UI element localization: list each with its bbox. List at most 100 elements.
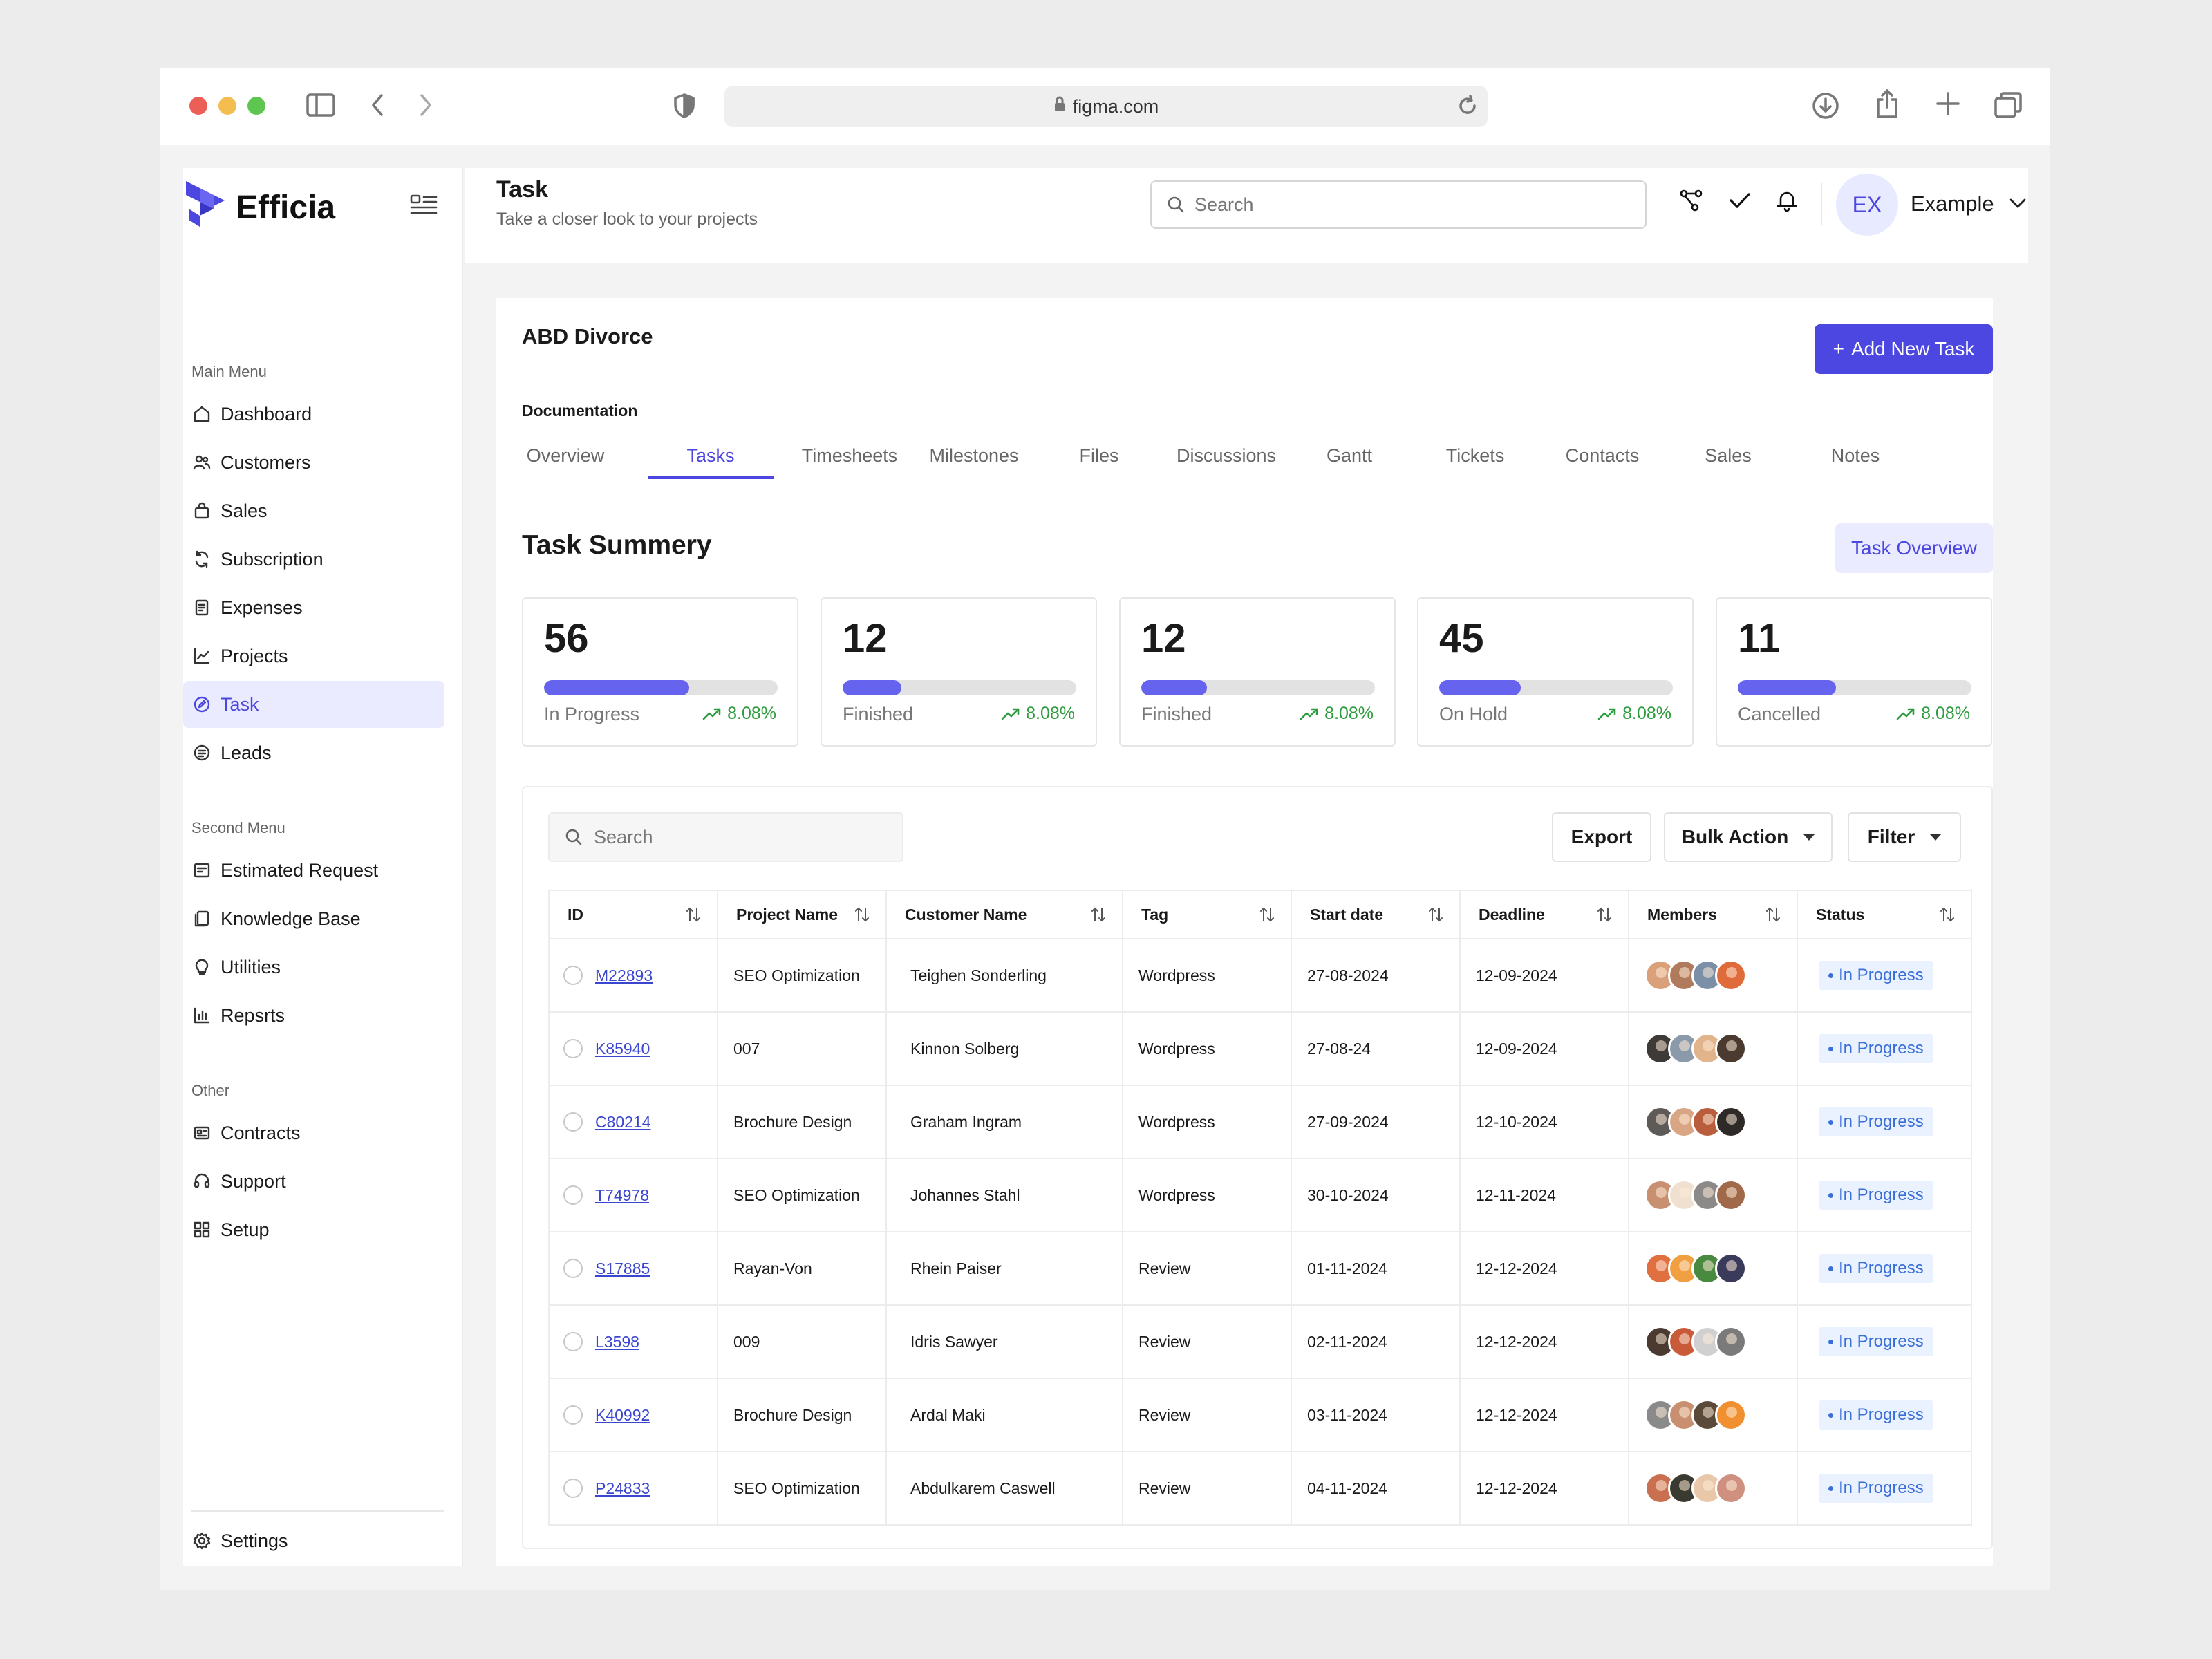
sidebar-item-projects[interactable]: Projects xyxy=(183,632,444,679)
share-icon[interactable] xyxy=(1875,88,1900,119)
column-header-deadline[interactable]: Deadline xyxy=(1459,890,1629,939)
new-tab-icon[interactable] xyxy=(1936,91,1960,116)
row-checkbox[interactable] xyxy=(563,1479,583,1498)
task-id-link[interactable]: S17885 xyxy=(595,1259,650,1277)
member-avatar[interactable] xyxy=(1715,959,1747,991)
member-avatar[interactable] xyxy=(1715,1033,1747,1065)
table-row[interactable]: C80214 Brochure Design Graham Ingram Wordpr… xyxy=(548,1085,1972,1159)
row-checkbox[interactable] xyxy=(563,1259,583,1278)
tabs-overview-icon[interactable] xyxy=(1994,91,2023,119)
column-header-members[interactable]: Members xyxy=(1628,890,1798,939)
member-avatar[interactable] xyxy=(1715,1179,1747,1211)
table-row[interactable]: S17885 Rayan-Von Rhein Paiser Review 01-11-2… xyxy=(548,1231,1972,1306)
table-row[interactable]: T74978 SEO Optimization Johannes Stahl Word… xyxy=(548,1158,1972,1232)
sort-icon[interactable] xyxy=(1259,906,1275,927)
check-icon[interactable] xyxy=(1728,189,1752,216)
row-checkbox[interactable] xyxy=(563,1185,583,1205)
table-row[interactable]: K85940 007 Kinnon Solberg Wordpress 27-08-24… xyxy=(548,1011,1972,1086)
download-icon[interactable] xyxy=(1811,91,1840,120)
column-header-customer-name[interactable]: Customer Name xyxy=(885,890,1123,939)
avatar[interactable]: EX xyxy=(1836,174,1898,236)
row-checkbox[interactable] xyxy=(563,1112,583,1132)
close-window-button[interactable] xyxy=(189,97,207,115)
task-overview-button[interactable]: Task Overview xyxy=(1835,523,1993,573)
sort-icon[interactable] xyxy=(1596,906,1613,927)
sidebar-item-subscription[interactable]: Subscription xyxy=(183,536,444,583)
tab-timesheets[interactable]: Timesheets xyxy=(801,445,898,466)
table-row[interactable]: K40992 Brochure Design Ardal Maki Review 03-… xyxy=(548,1378,1972,1452)
brand[interactable]: Efficia xyxy=(183,180,335,234)
member-avatar[interactable] xyxy=(1668,1033,1700,1065)
tab-contacts[interactable]: Contacts xyxy=(1565,445,1640,466)
row-checkbox[interactable] xyxy=(563,1405,583,1425)
user-name[interactable]: Example xyxy=(1911,191,1994,216)
task-id-link[interactable]: P24833 xyxy=(595,1479,650,1497)
sort-icon[interactable] xyxy=(854,906,870,927)
tab-tasks[interactable]: Tasks xyxy=(648,442,774,479)
sidebar-item-leads[interactable]: Leads xyxy=(183,729,444,776)
task-id-link[interactable]: C80214 xyxy=(595,1112,651,1131)
member-avatar[interactable] xyxy=(1715,1326,1747,1358)
task-id-link[interactable]: T74978 xyxy=(595,1185,650,1204)
column-header-tag[interactable]: Tag xyxy=(1122,890,1292,939)
task-id-link[interactable]: K85940 xyxy=(595,1039,650,1058)
member-avatar[interactable] xyxy=(1715,1399,1747,1431)
sidebar-item-sales[interactable]: Sales xyxy=(183,487,444,534)
tab-gantt[interactable]: Gantt xyxy=(1326,445,1373,466)
table-row[interactable]: M22893 SEO Optimization Teighen Sonderling… xyxy=(548,938,1972,1013)
sort-icon[interactable] xyxy=(1765,906,1781,927)
task-id-link[interactable]: L3598 xyxy=(595,1332,639,1351)
sidebar-item-support[interactable]: Support xyxy=(183,1158,444,1205)
table-search-input[interactable]: Search xyxy=(548,812,903,862)
forward-icon[interactable] xyxy=(418,93,434,118)
tab-milestones[interactable]: Milestones xyxy=(929,445,1019,466)
column-header-id[interactable]: ID xyxy=(548,890,718,939)
filter-dropdown[interactable]: Filter xyxy=(1848,812,1961,862)
row-checkbox[interactable] xyxy=(563,1039,583,1058)
table-row[interactable]: P24833 SEO Optimization Abdulkarem Caswell… xyxy=(548,1451,1972,1526)
tab-discussions[interactable]: Discussions xyxy=(1176,445,1277,466)
sidebar-item-dashboard[interactable]: Dashboard xyxy=(183,391,444,438)
back-icon[interactable] xyxy=(369,93,386,118)
reload-icon[interactable] xyxy=(1457,95,1478,116)
sidebar-item-customers[interactable]: Customers xyxy=(183,439,444,486)
minimize-window-button[interactable] xyxy=(218,97,236,115)
tab-tickets[interactable]: Tickets xyxy=(1445,445,1505,466)
chevron-down-icon[interactable] xyxy=(2009,197,2027,213)
sort-icon[interactable] xyxy=(1427,906,1444,927)
export-button[interactable]: Export xyxy=(1552,812,1651,862)
column-header-project-name[interactable]: Project Name xyxy=(717,890,887,939)
tab-sales[interactable]: Sales xyxy=(1705,445,1752,466)
sidebar-item-knowledge-base[interactable]: Knowledge Base xyxy=(183,895,444,942)
row-checkbox[interactable] xyxy=(563,966,583,985)
sidebar-item-expenses[interactable]: Expenses xyxy=(183,584,444,631)
bulk-action-dropdown[interactable]: Bulk Action xyxy=(1664,812,1833,862)
search-input[interactable]: Search xyxy=(1150,180,1647,229)
sidebar-item-task[interactable]: Task xyxy=(183,681,444,728)
tab-notes[interactable]: Notes xyxy=(1830,445,1880,466)
sort-icon[interactable] xyxy=(1090,906,1107,927)
member-avatar[interactable] xyxy=(1691,1033,1723,1065)
task-id-link[interactable]: K40992 xyxy=(595,1405,650,1424)
sidebar-item-contracts[interactable]: Contracts xyxy=(183,1109,444,1156)
tab-files[interactable]: Files xyxy=(1079,445,1119,466)
add-new-task-button[interactable]: + Add New Task xyxy=(1815,324,1993,374)
task-id-link[interactable]: M22893 xyxy=(595,966,653,984)
member-avatar[interactable] xyxy=(1715,1106,1747,1138)
collapse-menu-icon[interactable] xyxy=(410,193,438,220)
share-nodes-icon[interactable] xyxy=(1680,189,1703,216)
sidebar-item-settings[interactable]: Settings xyxy=(183,1517,444,1564)
bell-icon[interactable] xyxy=(1775,189,1799,216)
maximize-window-button[interactable] xyxy=(247,97,265,115)
tab-overview[interactable]: Overview xyxy=(526,445,605,466)
sort-icon[interactable] xyxy=(1939,906,1956,927)
sidebar-toggle-icon[interactable] xyxy=(306,93,336,118)
member-avatar[interactable] xyxy=(1715,1472,1747,1504)
column-header-start-date[interactable]: Start date xyxy=(1291,890,1461,939)
sidebar-item-reports[interactable]: Repsrts xyxy=(183,992,444,1039)
address-bar[interactable]: figma.com xyxy=(724,86,1488,127)
member-avatar[interactable] xyxy=(1715,1253,1747,1284)
sidebar-item-setup[interactable]: Setup xyxy=(183,1206,444,1253)
sidebar-item-estimated-request[interactable]: Estimated Request xyxy=(183,847,444,894)
column-header-status[interactable]: Status xyxy=(1797,890,1972,939)
